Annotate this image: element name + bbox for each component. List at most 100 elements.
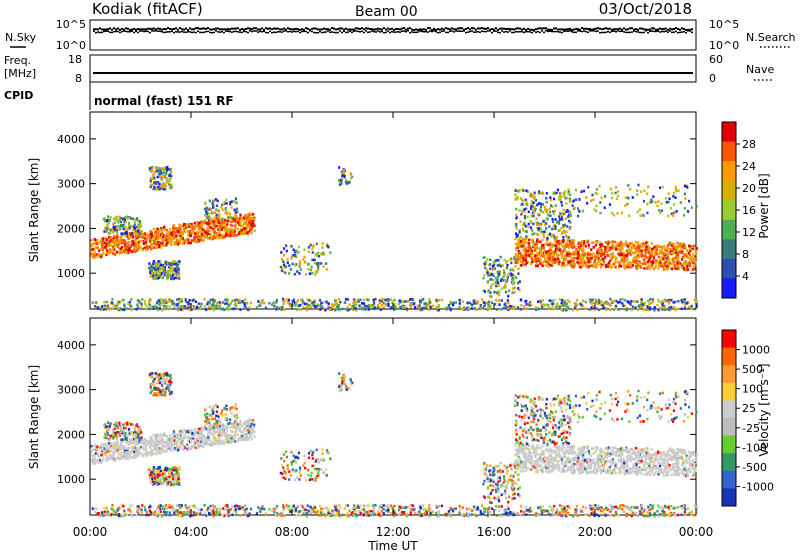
power-cell (582, 255, 585, 259)
power-cell (614, 244, 617, 248)
power-cell (108, 219, 111, 222)
power-cell (122, 232, 125, 235)
power-cell (510, 272, 513, 276)
power-cell (231, 228, 234, 232)
freq-mark (101, 72, 103, 74)
power-cell (638, 249, 641, 253)
power-cell (520, 245, 523, 248)
noise-sky-mark (207, 27, 209, 30)
power-cell (170, 238, 173, 242)
noise-sky-mark (533, 28, 535, 31)
power-cell (646, 308, 649, 312)
power-cell (548, 225, 551, 228)
power-cell (310, 265, 313, 269)
noise-search-mark (649, 30, 651, 33)
power-cell (582, 264, 585, 268)
power-cell (539, 262, 542, 265)
power-cell (234, 227, 237, 230)
noise-search-mark (313, 31, 315, 34)
power-cell (634, 255, 637, 259)
power-cell (96, 252, 99, 256)
power-cell (516, 306, 520, 310)
noise-sky-mark (495, 27, 497, 30)
power-cell (382, 301, 385, 305)
power-cell (602, 252, 605, 256)
freq-mark (459, 72, 461, 74)
noise-search-mark (131, 30, 133, 32)
power-cell (140, 305, 143, 308)
freq-mark (351, 72, 353, 74)
nave-tick-bottom: 0 (709, 72, 716, 85)
freq-mark (513, 72, 515, 74)
noise-search-mark (97, 31, 99, 33)
power-cell (517, 256, 520, 260)
power-cell (282, 260, 285, 263)
power-cell (215, 224, 218, 228)
noise-sky-mark (621, 28, 623, 31)
power-cell (542, 211, 545, 214)
power-cell (512, 269, 515, 272)
power-cell (196, 225, 199, 229)
power-cell (536, 254, 539, 257)
power-cell (421, 306, 425, 310)
power-cell (235, 298, 238, 301)
power-cell (571, 258, 574, 261)
noise-sky-mark (429, 27, 431, 30)
freq-mark (527, 72, 529, 74)
freq-mark (425, 72, 427, 74)
power-cell (408, 303, 412, 307)
power-cell (179, 223, 182, 227)
noise-search-mark (215, 30, 217, 32)
power-cell (575, 248, 578, 251)
power-cell (693, 307, 696, 311)
power-cell (549, 264, 552, 267)
power-cell (165, 165, 169, 169)
power-cell (595, 300, 598, 303)
noise-sky-mark (649, 28, 651, 31)
noise-search-mark (141, 30, 143, 32)
power-cell (207, 224, 210, 227)
noise-sky-mark (121, 27, 123, 30)
noise-sky-mark (137, 28, 139, 31)
power-cell (226, 230, 230, 234)
power-cell (600, 300, 603, 303)
power-cell (541, 264, 544, 268)
power-cell (185, 226, 188, 229)
freq-mark (493, 72, 495, 74)
power-cell (504, 305, 508, 309)
power-cell (290, 257, 293, 260)
power-cell (606, 254, 610, 258)
power-cell (495, 284, 498, 288)
noise-search-mark (243, 30, 245, 33)
power-cell (522, 258, 525, 262)
noise-search-mark (137, 31, 139, 34)
power-cell (640, 242, 643, 246)
freq-mark (255, 72, 257, 74)
noise-sky-mark (95, 28, 97, 31)
power-cell (517, 190, 520, 193)
power-cell (168, 266, 172, 269)
power-cell (160, 275, 163, 279)
power-cell (345, 182, 348, 185)
noise-sky-mark (309, 28, 311, 31)
power-cell (488, 307, 491, 311)
freq-mark (613, 72, 615, 74)
noise-search-mark (643, 31, 645, 34)
freq-mark (583, 72, 585, 74)
power-cell (545, 251, 548, 255)
power-cell (527, 242, 531, 245)
noise-search-mark (279, 31, 281, 33)
power-cell (677, 299, 680, 303)
power-cell (178, 277, 181, 280)
power-cell (573, 252, 576, 256)
power-cell (519, 197, 523, 200)
freq-mark (481, 72, 483, 74)
power-cell (551, 260, 554, 263)
freq-mark (575, 72, 577, 74)
power-cell (652, 257, 656, 261)
power-cell (607, 248, 610, 251)
power-cell (315, 305, 318, 308)
power-cell (665, 265, 668, 269)
power-cell (596, 301, 599, 304)
noise-search-mark (431, 30, 433, 33)
